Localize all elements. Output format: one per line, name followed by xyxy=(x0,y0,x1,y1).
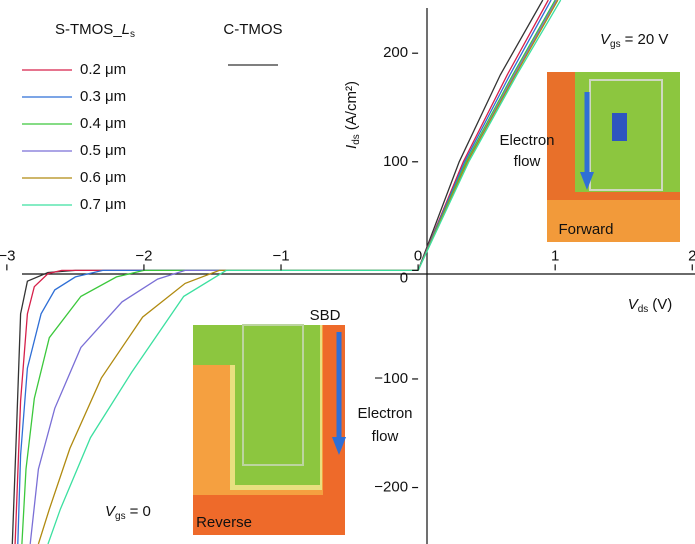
legend-label: 0.4 μm xyxy=(80,115,126,132)
x-tick-label: 0 xyxy=(414,247,422,264)
legend-label: 0.2 μm xyxy=(80,61,126,78)
legend-title-italic: L xyxy=(122,21,130,38)
annotation-reverse: Reverse xyxy=(196,514,252,531)
x-tick-label: 1 xyxy=(551,247,559,264)
annotation-electron: Electron xyxy=(357,405,412,422)
y-label-sub: ds xyxy=(351,134,362,145)
annotation-electron: Electron xyxy=(499,132,554,149)
legend-title: S-TMOS_Ls xyxy=(55,21,135,40)
x-tick-label: −3 xyxy=(0,247,15,264)
annotation-flow: flow xyxy=(372,428,399,445)
y-tick-label: 100 xyxy=(383,153,408,170)
legend-label: 0.3 μm xyxy=(80,88,126,105)
y-label-symbol: I xyxy=(343,145,360,149)
y-tick-label: 200 xyxy=(383,44,408,61)
x-tick-label: −2 xyxy=(135,247,152,264)
series-line xyxy=(14,0,549,544)
vgs-sub: gs xyxy=(115,511,126,522)
y-tick-label: −200 xyxy=(374,479,408,496)
y-tick-label: −100 xyxy=(374,370,408,387)
vgs-text: = 20 V xyxy=(625,31,669,48)
reverse-inset xyxy=(193,324,346,535)
legend-title-main: S-TMOS_ xyxy=(55,21,122,38)
series-line xyxy=(21,0,556,544)
x-label-sub: ds xyxy=(638,304,649,315)
annotation-forward: Forward xyxy=(558,221,613,238)
curves xyxy=(11,0,562,544)
vgs-sub: gs xyxy=(610,39,621,50)
series-line xyxy=(47,0,562,544)
legend-label: 0.5 μm xyxy=(80,142,126,159)
x-tick-label: −1 xyxy=(272,247,289,264)
x-label-symbol: V xyxy=(628,296,640,313)
series-line xyxy=(37,0,559,544)
x-axis-label: Vds (V) xyxy=(628,296,673,315)
annotation-vgs-forward: Vgs = 20 V xyxy=(600,31,668,50)
vgs-symbol: V xyxy=(105,503,117,520)
x-tick-label: 2 xyxy=(688,247,695,264)
annotation-vgs-reverse: Vgs = 0 xyxy=(105,503,151,522)
legend-label: 0.7 μm xyxy=(80,196,126,213)
legend-label: C-TMOS xyxy=(223,21,282,38)
annotation-flow: flow xyxy=(514,153,541,170)
forward-inset xyxy=(547,72,680,242)
x-label-unit: (V) xyxy=(652,296,672,313)
legend-label: 0.6 μm xyxy=(80,169,126,186)
y-axis-label: Ids (A/cm²) xyxy=(343,81,362,149)
legend-title-sub: s xyxy=(130,29,135,40)
y-label-unit: (A/cm²) xyxy=(343,81,360,130)
series-line xyxy=(17,0,552,544)
vgs-symbol: V xyxy=(600,31,612,48)
vgs-text: = 0 xyxy=(130,503,151,520)
y-tick-label: 0 xyxy=(400,269,408,286)
annotation-sbd: SBD xyxy=(310,307,341,324)
